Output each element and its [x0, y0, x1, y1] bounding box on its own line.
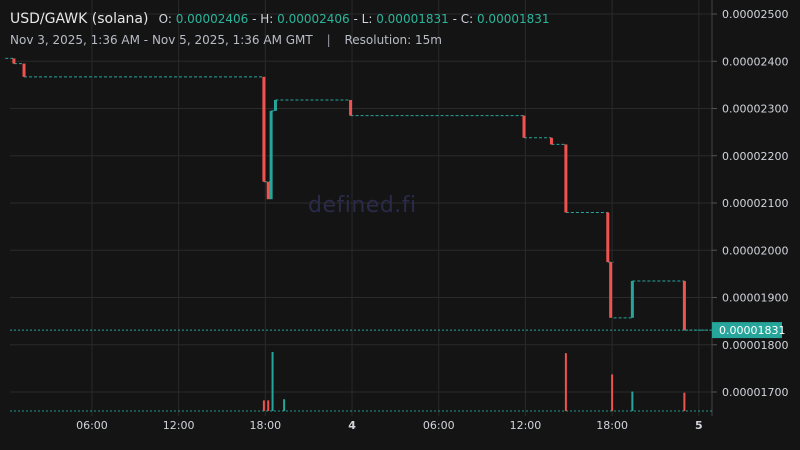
low-value: 0.00001831	[376, 12, 449, 26]
ohlc-readout: O: 0.00002406 - H: 0.00002406 - L: 0.000…	[158, 12, 550, 26]
volume-bar	[683, 392, 686, 411]
candle-down	[682, 280, 686, 331]
candle-up	[630, 280, 634, 318]
volume-bar	[262, 400, 265, 411]
x-tick-label: 06:00	[76, 419, 108, 432]
volume-bar	[267, 400, 270, 411]
high-label: H:	[260, 12, 274, 26]
y-tick-label: 0.00002500	[722, 8, 788, 21]
open-value: 0.00002406	[175, 12, 249, 26]
last-price-tag	[712, 322, 782, 339]
volume-bar	[611, 374, 614, 411]
watermark-logo: defined.fi	[308, 193, 417, 218]
y-tick-label: 0.00001700	[722, 386, 788, 399]
candle-down	[349, 99, 353, 116]
chart-subtitle: Nov 3, 2025, 1:36 AM - Nov 5, 2025, 1:36…	[10, 33, 442, 47]
volume-bar	[283, 399, 286, 411]
close-value: 0.00001831	[476, 12, 550, 26]
y-tick-label: 0.00002400	[722, 55, 788, 68]
x-tick-label: 5	[695, 419, 703, 432]
y-tick-label: 0.00001900	[722, 292, 788, 305]
x-tick-label: 18:00	[249, 419, 281, 432]
candle-down	[22, 63, 26, 77]
subtitle-separator: |	[326, 33, 331, 47]
y-tick-label: 0.00002200	[722, 150, 788, 163]
chart-legend: USD/GAWK (solana) O: 0.00002406 - H: 0.0…	[10, 11, 550, 27]
y-tick-label: 0.00002000	[722, 244, 788, 257]
volume-bar	[271, 352, 274, 411]
y-tick-label: 0.00002300	[722, 103, 788, 116]
y-tick-label: 0.00002100	[722, 197, 788, 210]
x-tick-label: 06:00	[423, 419, 455, 432]
candle-down	[522, 115, 526, 138]
candle-up	[273, 99, 277, 111]
x-tick-label: 4	[348, 419, 356, 432]
candle-up	[269, 110, 273, 200]
candle-down	[262, 76, 266, 182]
x-tick-label: 12:00	[510, 419, 542, 432]
volume-bar	[564, 353, 567, 411]
candle-down	[609, 262, 613, 318]
candle-down	[606, 212, 610, 263]
resolution-label: Resolution: 15m	[344, 33, 442, 47]
volume-bar	[631, 391, 634, 411]
x-tick-label: 12:00	[163, 419, 195, 432]
high-value: 0.00002406	[277, 12, 350, 26]
candle-down	[549, 137, 553, 145]
close-label: C:	[460, 12, 474, 26]
candle-down	[564, 144, 568, 213]
x-tick-label: 18:00	[596, 419, 628, 432]
y-tick-label: 0.00001800	[722, 339, 788, 352]
low-label: L:	[361, 12, 373, 26]
pair-title: USD/GAWK (solana)	[10, 11, 149, 27]
last-price-label: 0.00001831	[719, 324, 785, 337]
candle-down	[266, 181, 270, 200]
date-range: Nov 3, 2025, 1:36 AM - Nov 5, 2025, 1:36…	[10, 33, 313, 47]
open-label: O:	[158, 12, 172, 26]
candle-down	[12, 58, 16, 64]
